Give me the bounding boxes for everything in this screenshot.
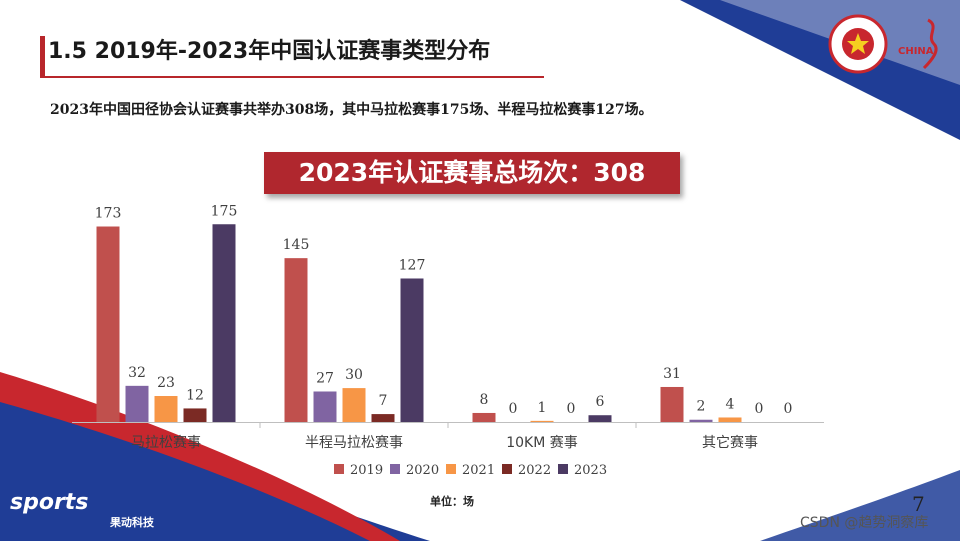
title-accent-bar — [40, 36, 45, 76]
bar-2021-2 — [530, 420, 554, 422]
page-title: 1.5 2019年-2023年中国认证赛事类型分布 — [48, 39, 491, 64]
legend-label-2020: 2020 — [406, 463, 439, 478]
legend-label-2021: 2021 — [462, 463, 495, 478]
star-icon — [847, 33, 869, 54]
page-number: 7 — [912, 492, 925, 516]
bottom-right-blue-swoosh — [760, 470, 960, 541]
bar-2019-0 — [96, 226, 120, 422]
legend-label-2023: 2023 — [574, 463, 607, 478]
source-watermark: CSDN @趋势洞察库 — [800, 515, 929, 531]
legend-swatch-2019 — [334, 464, 344, 474]
data-label-2021-1: 30 — [345, 367, 363, 383]
legend-swatch-2022 — [502, 464, 512, 474]
bar-2019-1 — [284, 258, 308, 422]
logo-text: sports — [10, 490, 89, 515]
data-label-2021-2: 1 — [538, 400, 547, 416]
category-label-3: 其它赛事 — [702, 434, 758, 451]
data-label-2021-0: 23 — [157, 375, 175, 391]
category-label-0: 马拉松赛事 — [131, 435, 201, 451]
data-label-2022-0: 12 — [186, 387, 204, 403]
data-label-2020-3: 2 — [697, 399, 706, 415]
bar-2023-2 — [588, 415, 612, 422]
data-label-2019-1: 145 — [283, 237, 310, 253]
bar-2022-1 — [371, 414, 395, 422]
total-events-banner: 2023年认证赛事总场次：308 — [264, 152, 680, 194]
data-label-2022-3: 0 — [755, 401, 764, 417]
summary-text: 2023年中国田径协会认证赛事共举办308场，其中马拉松赛事175场、半程马拉松… — [50, 102, 653, 118]
data-label-2023-0: 175 — [211, 203, 238, 219]
sports-logo: sports 果动科技 — [10, 490, 154, 529]
legend-label-2019: 2019 — [350, 463, 383, 478]
bar-2021-1 — [342, 388, 366, 422]
bar-2019-2 — [472, 412, 496, 422]
bar-2021-0 — [154, 396, 178, 422]
emblem-china-text: CHINA — [898, 46, 934, 57]
data-label-2023-1: 127 — [399, 257, 426, 273]
bar-2023-1 — [400, 278, 424, 422]
data-label-2022-1: 7 — [379, 393, 388, 409]
athletics-association-emblem: CHINA — [828, 14, 938, 74]
title-underline — [40, 76, 544, 78]
bar-2019-3 — [660, 386, 684, 422]
runner-icon — [922, 18, 938, 70]
bar-2023-0 — [212, 224, 236, 422]
bar-2021-3 — [718, 417, 742, 422]
bar-2022-0 — [183, 408, 207, 422]
legend-label-2022: 2022 — [518, 463, 551, 478]
data-label-2023-3: 0 — [784, 401, 793, 417]
category-label-1: 半程马拉松赛事 — [305, 435, 403, 451]
legend-swatch-2021 — [446, 464, 456, 474]
bar-2020-3 — [689, 419, 713, 422]
data-label-2019-0: 173 — [95, 206, 122, 222]
data-label-2022-2: 0 — [567, 401, 576, 417]
unit-label: 单位：场 — [430, 495, 474, 508]
bar-2020-1 — [313, 391, 337, 422]
data-label-2023-2: 6 — [596, 394, 605, 410]
legend-swatch-2020 — [390, 464, 400, 474]
category-label-2: 10KM 赛事 — [506, 435, 578, 451]
data-label-2020-1: 27 — [316, 370, 334, 386]
data-label-2019-2: 8 — [480, 392, 489, 408]
data-label-2019-3: 31 — [663, 366, 681, 382]
top-right-blue-swoosh — [680, 0, 960, 140]
legend-swatch-2023 — [558, 464, 568, 474]
data-label-2021-3: 4 — [726, 396, 735, 412]
bar-2020-0 — [125, 385, 149, 422]
data-label-2020-0: 32 — [128, 365, 146, 381]
logo-subtitle: 果动科技 — [110, 516, 154, 529]
data-label-2020-2: 0 — [509, 401, 518, 417]
